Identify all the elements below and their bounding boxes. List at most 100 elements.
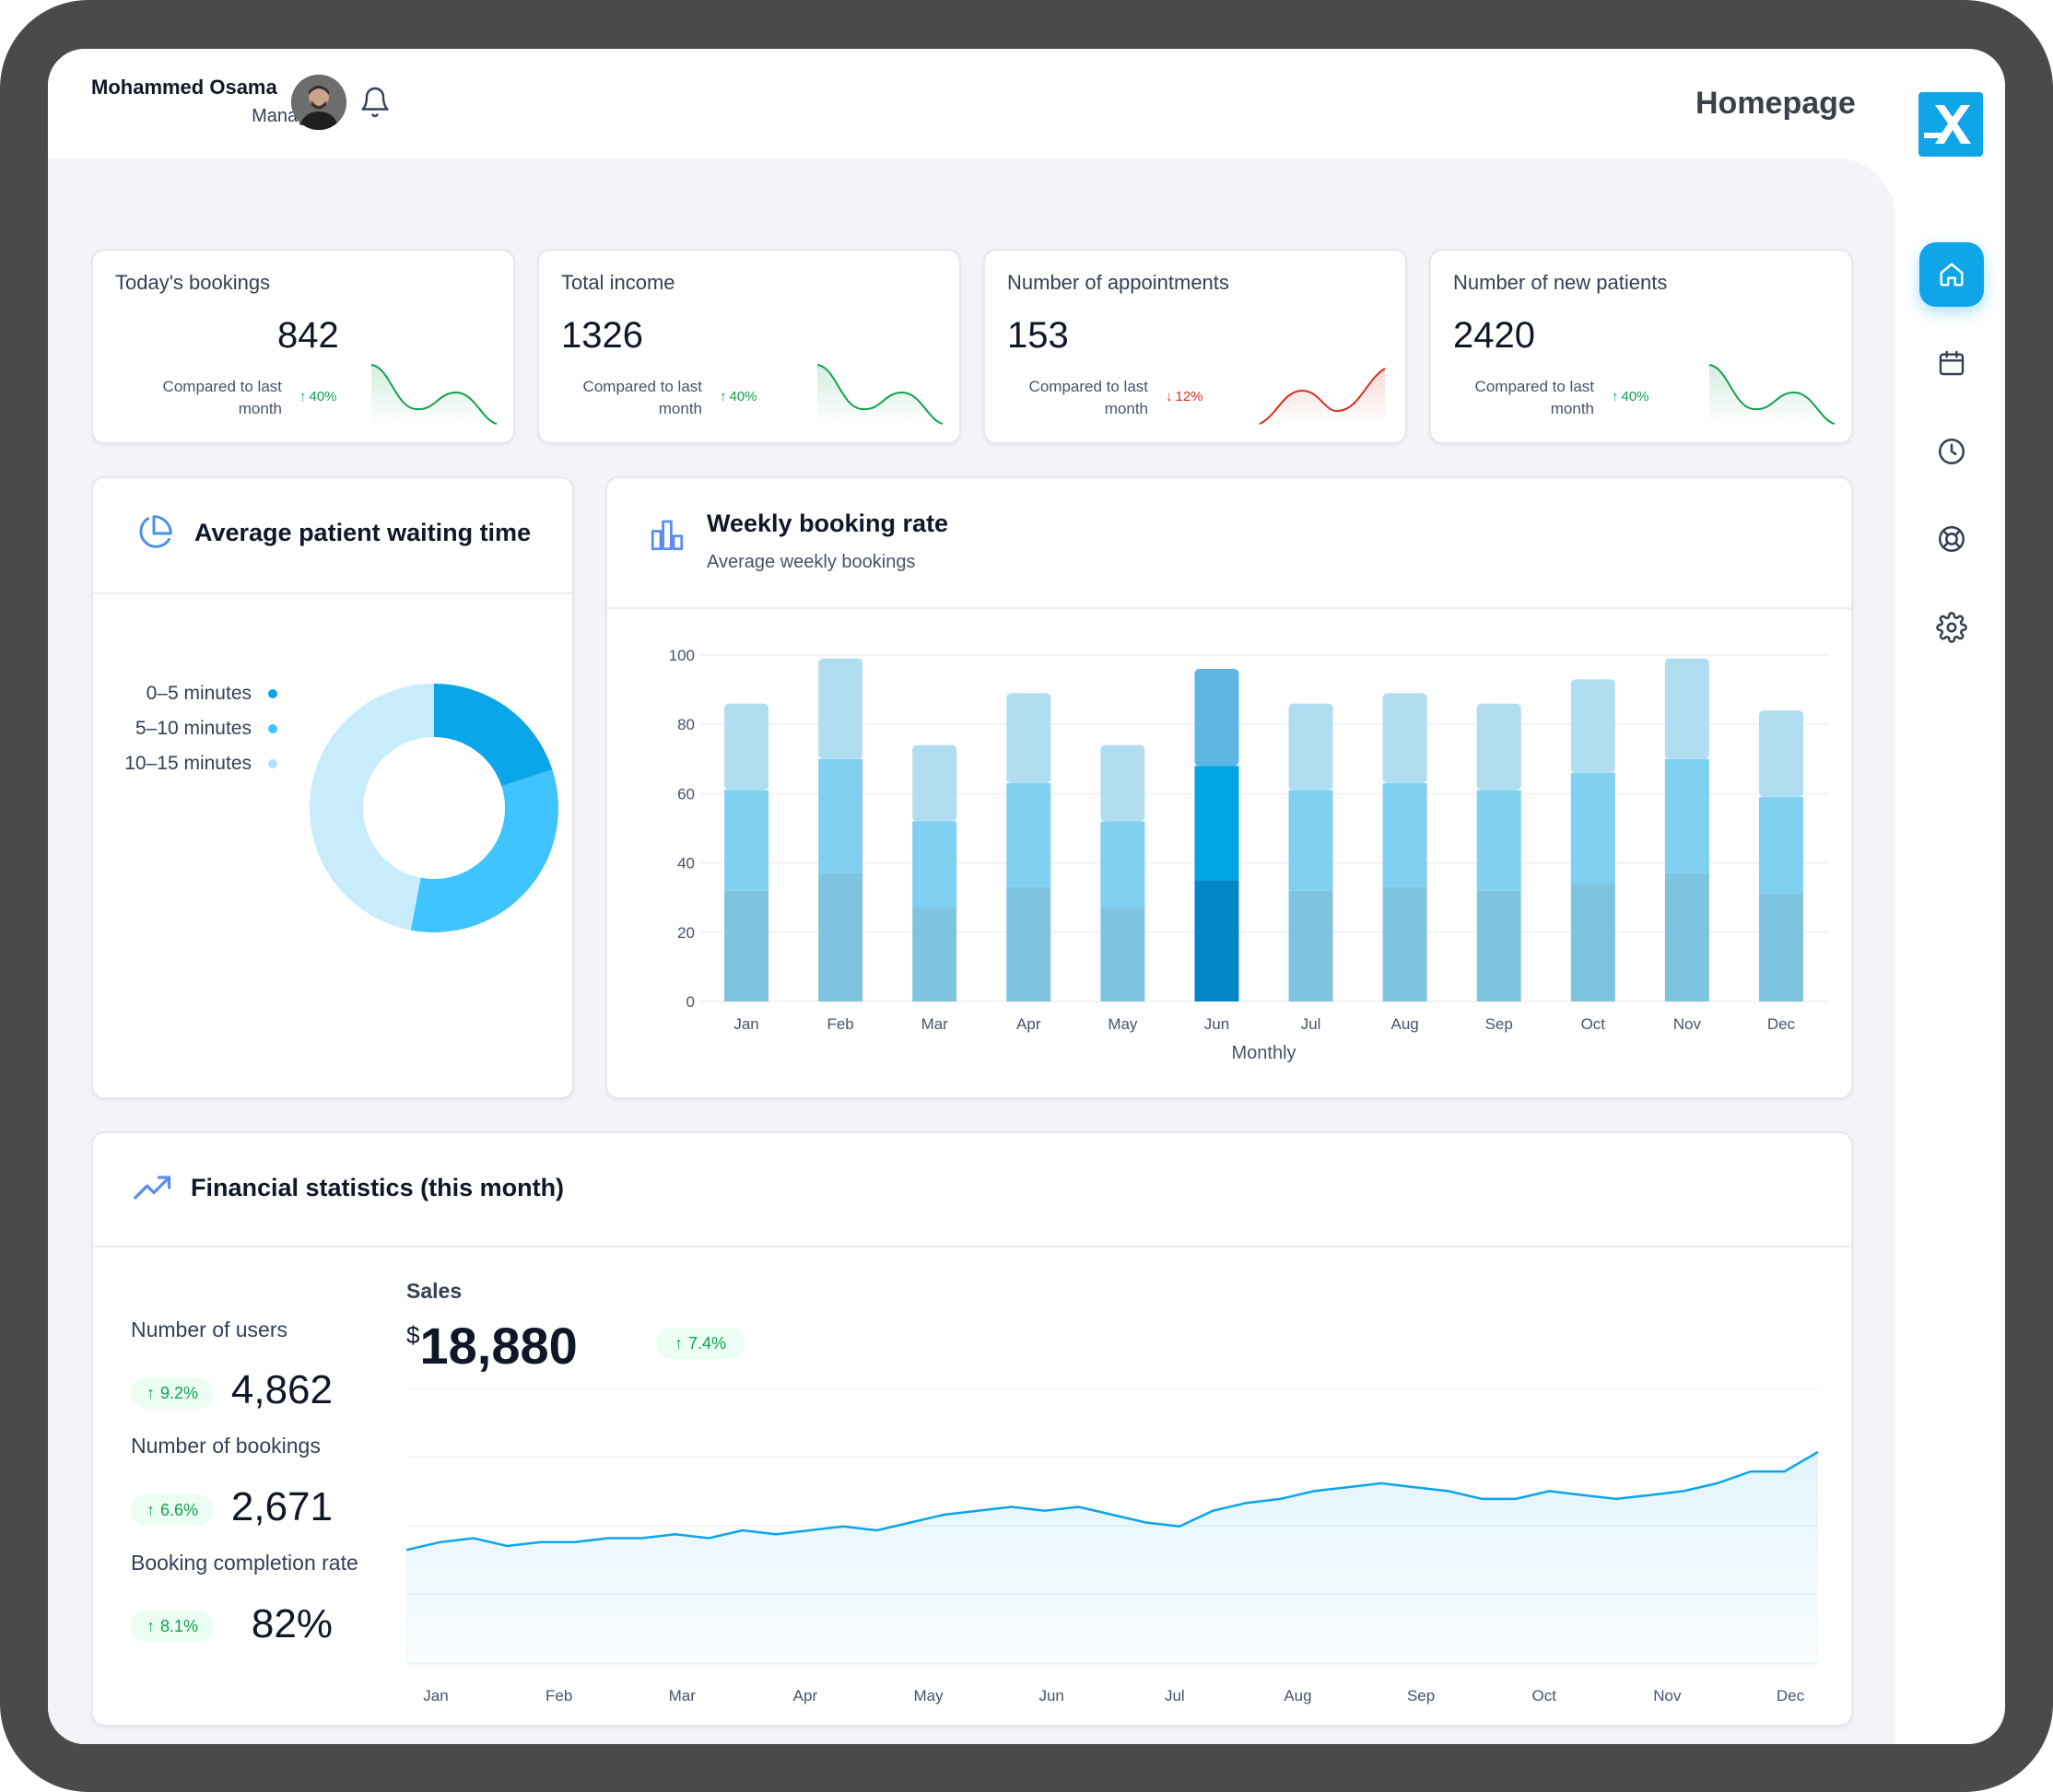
divider [93,1246,1851,1247]
stat-card-appointments[interactable]: Number of appointments 153 Compared to l… [983,249,1407,444]
bar-segment[interactable] [1570,679,1615,773]
bar-segment[interactable] [1382,693,1427,784]
stat-card-income[interactable]: Total income 1326 Compared to last month… [537,249,961,444]
x-tick-label: Nov [1653,1687,1682,1704]
metric-value: 82% [251,1601,333,1646]
sales-change-badge: ↑ 7.4% [656,1328,745,1359]
bar-segment[interactable] [1100,744,1145,822]
stat-compare: Compared to last month [582,378,702,417]
x-axis-label: Monthly [1231,1043,1296,1063]
bar-segment[interactable] [818,658,863,759]
bar-segment[interactable] [1006,693,1051,784]
x-tick-label: Aug [1284,1687,1311,1704]
sparkline-line [1708,364,1836,425]
bar-segment[interactable] [1476,703,1521,791]
bar-chart-icon [651,520,684,551]
sparkline-area [371,365,497,426]
bar-segment[interactable] [1100,821,1145,908]
sparkline-area [1709,365,1835,426]
home-icon [1940,263,1964,287]
section-title: Average patient waiting time [194,519,532,546]
bar-segment[interactable] [1570,884,1615,1001]
avatar[interactable] [291,75,346,130]
stat-card-bookings[interactable]: Today's bookings 842 Compared to last mo… [91,249,515,444]
legend-dot [268,689,277,698]
sales-currency: $ [406,1321,420,1349]
waiting-time-card: Average patient waiting time 0–5 minutes… [91,476,574,1099]
bar-segment[interactable] [1382,886,1427,1001]
x-tick-label: Apr [793,1687,818,1704]
financial-card: Financial statistics (this month) Number… [91,1131,1853,1727]
donut-slice[interactable] [434,684,553,787]
bar-segment[interactable] [1758,797,1803,895]
sparkline-chart [370,364,498,426]
x-tick-label: Sep [1485,1015,1513,1033]
metric-change-badge: ↑ 6.6% [131,1494,214,1526]
bar-segment[interactable] [1758,710,1803,798]
nav-settings[interactable] [1919,595,1984,660]
stat-value: 842 [277,315,339,356]
arrow-up-icon: ↑ [1612,389,1619,404]
bar-segment[interactable] [912,744,957,822]
bar-segment[interactable] [1006,783,1051,887]
donut-slice[interactable] [410,769,558,932]
stat-value: 153 [1007,315,1069,356]
bar-segment[interactable] [1664,658,1709,759]
donut-legend: 0–5 minutes 5–10 minutes 10–15 minutes [111,683,277,793]
legend-item: 10–15 minutes [124,753,277,775]
bar-segment[interactable] [1476,790,1521,891]
bar-segment[interactable] [1476,890,1521,1001]
nav-history[interactable] [1919,419,1984,484]
top-header: Mohammed Osama Manager Homepage [48,49,2005,158]
app-logo[interactable] [1918,92,1983,157]
bar-segment[interactable] [724,703,769,791]
metric-label: Number of bookings [131,1434,321,1458]
bar-segment[interactable] [1288,703,1333,791]
stat-title: Number of new patients [1453,271,1668,294]
x-tick-label: Jul [1301,1015,1321,1033]
stat-change: ↑ 40% [299,389,337,404]
bar-segment[interactable] [912,821,957,908]
x-tick-label: Jan [423,1687,448,1704]
stat-compare: Compared to last month [1474,378,1594,417]
bar-segment[interactable] [1194,669,1239,767]
sales-area-chart: Jan Feb Mar Apr May Jun Jul Aug Sep Oct Nov Dec [405,1388,1819,1704]
bar-segment[interactable] [1382,783,1427,887]
bar-segment[interactable] [1194,766,1239,881]
bar-segment[interactable] [1664,873,1709,1001]
app-window: Mohammed Osama Manager Homepage [48,49,2005,1744]
sales-value: $18,880 [406,1317,578,1375]
stat-card-new-patients[interactable]: Number of new patients 2420 Compared to … [1429,249,1853,444]
bar-segment[interactable] [912,908,957,1001]
nav-calendar[interactable] [1919,331,1984,395]
stat-value: 1326 [561,315,643,356]
bar-segment[interactable] [1194,880,1239,1001]
main-content: Today's bookings 842 Compared to last mo… [48,158,1895,1744]
bar-segment[interactable] [1006,886,1051,1001]
bar-segment[interactable] [1758,894,1803,1001]
bar-segment[interactable] [1570,772,1615,884]
arrow-up-icon: ↑ [146,1500,155,1519]
stat-change: ↑ 40% [1612,389,1649,404]
bar-segment[interactable] [818,758,863,873]
bar-segment[interactable] [1288,890,1333,1001]
section-title: Weekly booking rate [707,509,949,537]
bar-segment[interactable] [1100,908,1145,1001]
donut-slice[interactable] [310,684,434,931]
nav-support[interactable] [1919,507,1984,571]
divider [607,607,1851,609]
x-tick-label: Oct [1581,1015,1606,1033]
nav-home[interactable] [1919,242,1984,307]
clock-icon [1938,438,1965,465]
notification-bell-icon[interactable] [358,85,392,120]
bar-segment[interactable] [1664,758,1709,873]
y-tick-label: 100 [669,647,695,664]
legend-dot [268,724,277,733]
sparkline-line [816,364,944,425]
legend-item: 0–5 minutes [147,683,277,705]
bar-segment[interactable] [818,873,863,1001]
bar-segment[interactable] [724,890,769,1001]
bar-segment[interactable] [724,790,769,891]
bar-segment[interactable] [1288,790,1333,891]
sparkline-line [370,364,498,425]
